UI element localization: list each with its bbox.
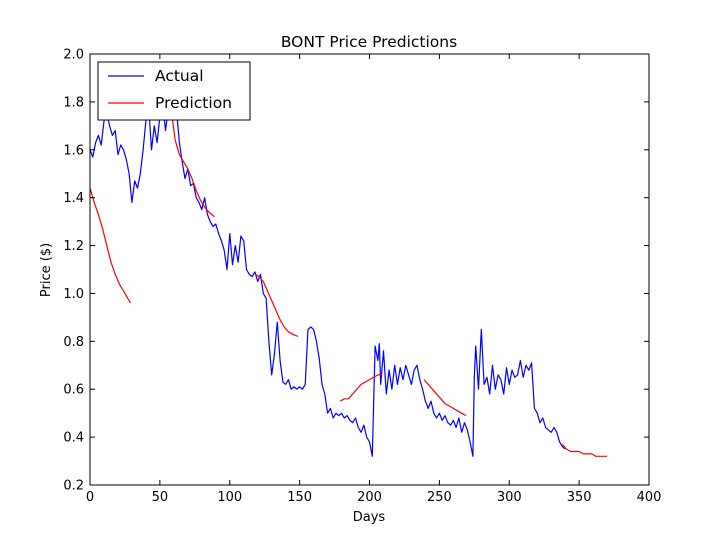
x-tick-label: 100 <box>217 490 242 505</box>
x-tick-label: 350 <box>567 490 592 505</box>
series-prediction-segment-3 <box>254 273 299 338</box>
axis-ticks: 0 50 100 150 200 250 300 350 400 0.2 0.4 0.6 0.8 1.0 1… <box>63 48 661 506</box>
y-tick-label: 0.6 <box>63 383 84 398</box>
y-tick-label: 1.8 <box>63 95 84 110</box>
y-tick-label: 1.4 <box>63 191 84 206</box>
y-tick-label: 1.0 <box>63 287 84 302</box>
y-axis-label: Price ($) <box>39 243 54 297</box>
y-tick-label: 1.6 <box>63 143 84 158</box>
x-tick-label: 300 <box>497 490 522 505</box>
y-tick-label: 0.2 <box>63 479 84 494</box>
x-tick-label: 0 <box>86 490 94 505</box>
series-prediction-segment-4 <box>339 374 383 402</box>
series-prediction-segment-5 <box>423 379 467 417</box>
x-tick-label: 150 <box>287 490 312 505</box>
x-tick-label: 200 <box>357 490 382 505</box>
legend: Actual Prediction <box>97 61 251 121</box>
series-prediction-segment-6 <box>561 443 608 457</box>
legend-box <box>97 61 251 121</box>
series-prediction-segment-2 <box>170 109 215 218</box>
x-tick-label: 250 <box>427 490 452 505</box>
x-axis-label: Days <box>353 510 386 525</box>
y-tick-label: 0.8 <box>63 335 84 350</box>
legend-label-prediction: Prediction <box>155 94 232 112</box>
y-tick-label: 2.0 <box>63 48 84 63</box>
chart-title: BONT Price Predictions <box>281 33 457 51</box>
y-tick-label: 0.4 <box>63 431 84 446</box>
legend-label-actual: Actual <box>155 67 204 85</box>
plot-area: 0 50 100 150 200 250 300 350 400 0.2 0.4 0.6 0.8 1.0 1… <box>63 48 661 506</box>
y-tick-label: 1.2 <box>63 239 84 254</box>
x-tick-label: 400 <box>637 490 662 505</box>
series-prediction-segment-1 <box>89 187 132 304</box>
x-tick-label: 50 <box>152 490 169 505</box>
